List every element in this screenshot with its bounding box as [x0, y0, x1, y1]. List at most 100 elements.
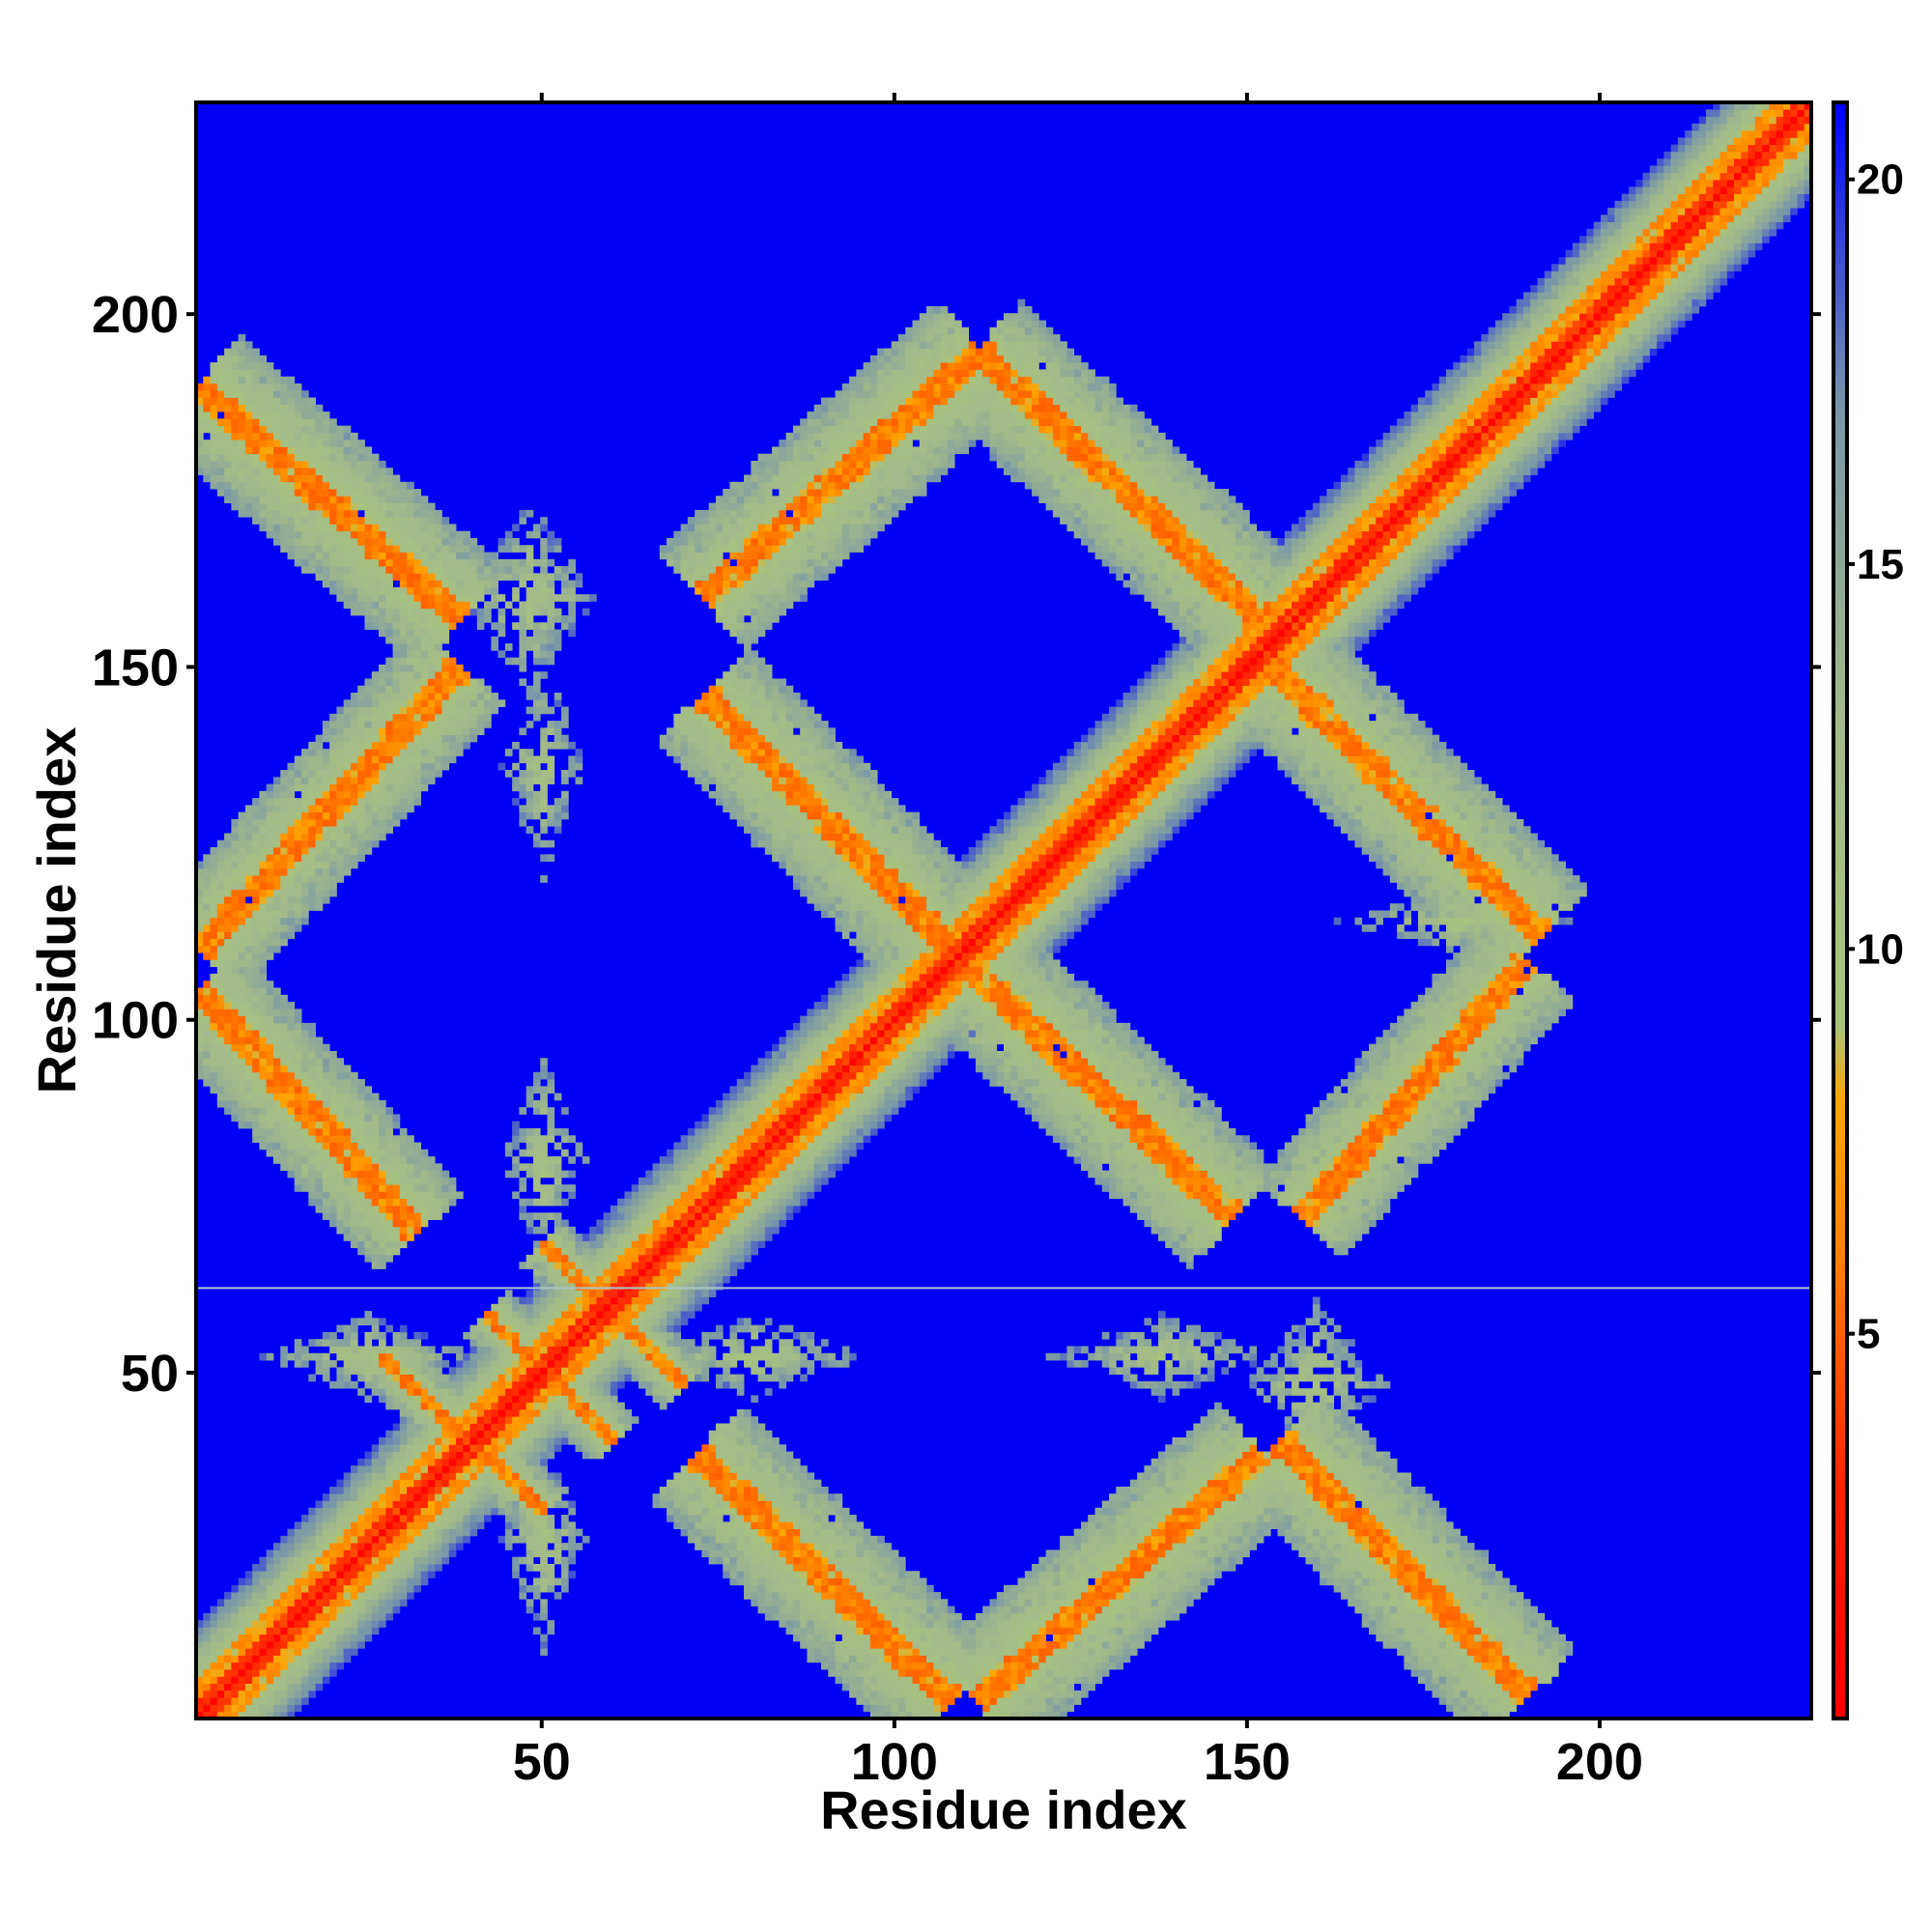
heatmap-cell	[540, 1486, 548, 1494]
heatmap-cell	[1432, 1662, 1440, 1670]
heatmap-cell	[841, 1346, 850, 1354]
heatmap-cell	[455, 1528, 464, 1537]
heatmap-cell	[1193, 1472, 1201, 1481]
heatmap-cell	[687, 1535, 696, 1544]
heatmap-cell	[1109, 1571, 1117, 1578]
heatmap-cell	[216, 1697, 225, 1705]
heatmap-cell	[469, 1423, 478, 1432]
heatmap-cell	[1207, 1458, 1215, 1466]
heatmap-cell	[1348, 1592, 1355, 1600]
heatmap-cell	[224, 1592, 232, 1600]
heatmap-cell	[448, 1465, 457, 1473]
heatmap-cell	[1445, 1592, 1454, 1600]
heatmap-cell	[407, 1352, 414, 1361]
heatmap-cell	[1320, 1360, 1327, 1368]
heatmap-cell	[448, 1374, 457, 1382]
heatmap-cell	[1157, 1451, 1166, 1460]
heatmap-cell	[294, 1612, 302, 1621]
heatmap-cell	[1109, 1577, 1117, 1586]
heatmap-cell	[659, 1346, 668, 1354]
heatmap-cell	[1417, 1515, 1426, 1522]
heatmap-cell	[708, 1465, 717, 1473]
heatmap-cell	[308, 1543, 316, 1550]
heatmap-cell	[729, 1543, 738, 1550]
heatmap-cell	[301, 1549, 309, 1558]
heatmap-cell	[1333, 1352, 1342, 1361]
heatmap-cell	[435, 1408, 442, 1417]
heatmap-cell	[849, 1676, 857, 1685]
heatmap-cell	[1320, 1543, 1327, 1550]
heatmap-cell	[835, 1507, 843, 1516]
heatmap-cell	[1509, 1599, 1518, 1607]
heatmap-cell	[779, 1563, 787, 1572]
heatmap-cell	[561, 1543, 569, 1550]
heatmap-cell	[294, 1521, 302, 1529]
heatmap-cell	[884, 1571, 893, 1578]
heatmap-cell	[667, 1339, 674, 1347]
heatmap-cell	[1024, 1612, 1033, 1621]
heatmap-cell	[1326, 1556, 1335, 1565]
heatmap-cell	[568, 1395, 576, 1404]
heatmap-cell	[1151, 1543, 1159, 1550]
heatmap-cell	[807, 1507, 815, 1516]
heatmap-cell	[315, 1640, 324, 1649]
heatmap-cell	[1410, 1662, 1419, 1670]
heatmap-cell	[469, 1451, 478, 1460]
heatmap-cell	[1348, 1416, 1355, 1424]
heatmap-cell	[315, 1535, 324, 1544]
heatmap-cell	[800, 1465, 808, 1473]
heatmap-cell	[463, 1374, 470, 1382]
heatmap-cell	[1284, 1346, 1293, 1354]
heatmap-cell	[540, 1556, 548, 1565]
heatmap-cell	[519, 1367, 527, 1375]
heatmap-cell	[1010, 1640, 1018, 1649]
heatmap-cell	[1165, 1605, 1173, 1614]
heatmap-cell	[1404, 1592, 1412, 1600]
heatmap-cell	[1369, 1437, 1377, 1445]
heatmap-cell	[1466, 1563, 1475, 1572]
heatmap-cell	[371, 1331, 380, 1340]
heatmap-cell	[469, 1472, 478, 1481]
heatmap-cell	[1326, 1577, 1335, 1586]
heatmap-cell	[1032, 1627, 1039, 1635]
heatmap-cell	[1094, 1521, 1103, 1529]
heatmap-cell	[1494, 1592, 1503, 1600]
heatmap-cell	[624, 1374, 633, 1382]
heatmap-cell	[841, 1352, 850, 1361]
heatmap-cell	[1186, 1479, 1194, 1488]
heatmap-cell	[392, 1592, 401, 1600]
heatmap-cell	[1249, 1451, 1258, 1460]
heatmap-cell	[1320, 1352, 1327, 1361]
heatmap-cell	[1172, 1549, 1180, 1558]
heatmap-cell	[497, 1493, 506, 1501]
heatmap-cell	[329, 1549, 337, 1558]
heatmap-cell	[519, 1430, 527, 1438]
heatmap-cell	[1312, 1507, 1321, 1516]
heatmap-cell	[484, 1515, 492, 1522]
heatmap-cell	[1502, 1634, 1510, 1642]
heatmap-cell	[841, 1549, 850, 1558]
heatmap-cell	[723, 1535, 730, 1544]
heatmap-cell	[532, 1500, 541, 1509]
heatmap-cell	[1453, 1634, 1461, 1642]
heatmap-cell	[1157, 1556, 1166, 1565]
heatmap-cell	[532, 1549, 541, 1558]
heatmap-cell	[1284, 1388, 1293, 1396]
heatmap-cell	[996, 1697, 1005, 1705]
heatmap-cell	[1214, 1486, 1222, 1494]
heatmap-cell	[1284, 1528, 1293, 1537]
heatmap-cell	[1235, 1423, 1243, 1432]
heatmap-cell	[785, 1627, 794, 1635]
heatmap-cell	[1017, 1584, 1026, 1593]
heatmap-row	[196, 1669, 1559, 1677]
heatmap-cell	[751, 1571, 758, 1578]
heatmap-cell	[1320, 1571, 1327, 1578]
heatmap-cell	[554, 1592, 562, 1600]
heatmap-cell	[1488, 1676, 1496, 1685]
heatmap-cell	[1354, 1592, 1363, 1600]
heatmap-cell	[504, 1346, 513, 1354]
heatmap-cell	[1369, 1500, 1377, 1509]
heatmap-cell	[266, 1627, 274, 1635]
heatmap-cell	[343, 1367, 352, 1375]
heatmap-cell	[673, 1367, 681, 1375]
